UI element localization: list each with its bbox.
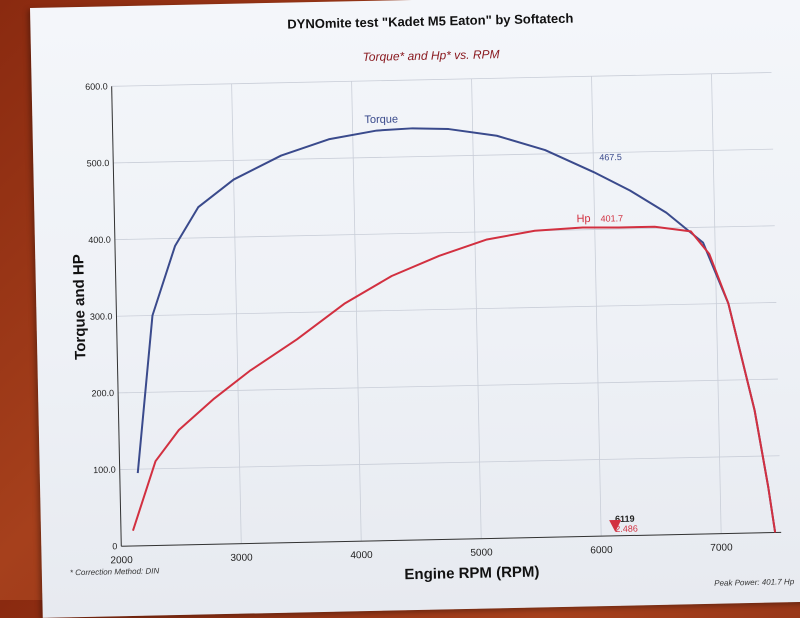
x-axis-line — [121, 531, 782, 547]
annotation-label: 467.5 — [599, 152, 622, 162]
y-axis-title: Torque and HP — [70, 254, 89, 360]
grid-line-y — [116, 302, 777, 317]
x-tick-label: 6000 — [590, 545, 613, 556]
series-line-hp — [132, 225, 777, 533]
annotation-label: 6119 — [615, 514, 635, 524]
correction-note: * Correction Method: DIN — [70, 566, 160, 577]
chart-subtitle: Torque* and Hp* vs. RPM — [362, 47, 499, 64]
dyno-printout: DYNOmite test "Kadet M5 Eaton" by Softat… — [30, 0, 800, 618]
grid-lines — [111, 72, 782, 547]
annotation-label: 401.7 — [600, 213, 623, 223]
y-tick-label: 400.0 — [88, 235, 111, 245]
series-line-torque — [136, 127, 777, 533]
y-tick-label: 0 — [112, 541, 117, 551]
page-title: DYNOmite test "Kadet M5 Eaton" by Softat… — [287, 11, 573, 32]
y-tick-label: 200.0 — [91, 388, 114, 398]
peak-power-note: Peak Power: 401.7 Hp — [714, 577, 795, 588]
y-tick-label: 600.0 — [85, 81, 108, 91]
annotation-label: Hp — [576, 213, 590, 225]
y-tick-label: 500.0 — [87, 158, 110, 168]
series-lines — [132, 127, 777, 533]
grid-line-y — [118, 378, 778, 394]
y-tick-label: 300.0 — [90, 311, 113, 321]
x-tick-label: 2000 — [110, 555, 133, 566]
x-axis-title: Engine RPM (RPM) — [404, 563, 539, 583]
rpm-marker — [609, 519, 622, 533]
x-tick-label: 4000 — [350, 550, 373, 561]
grid-line-y — [113, 148, 774, 164]
y-axis-line — [111, 86, 122, 547]
annotation-label: 2.486 — [615, 524, 638, 534]
x-tick-label: 3000 — [230, 552, 253, 563]
annotation-label: Torque — [364, 113, 398, 126]
tick-labels: 2000 3000 4000 5000 6000 7000 0 100.0 200.0 300.0… — [85, 81, 733, 566]
dyno-chart: DYNOmite test "Kadet M5 Eaton" by Softat… — [70, 11, 795, 588]
x-tick-label: 7000 — [710, 542, 733, 553]
y-tick-label: 100.0 — [93, 465, 116, 475]
grid-line-y — [111, 72, 772, 87]
grid-line-y — [114, 225, 775, 241]
grid-line-y — [119, 455, 780, 470]
axes — [111, 86, 782, 547]
x-tick-label: 5000 — [470, 547, 493, 558]
